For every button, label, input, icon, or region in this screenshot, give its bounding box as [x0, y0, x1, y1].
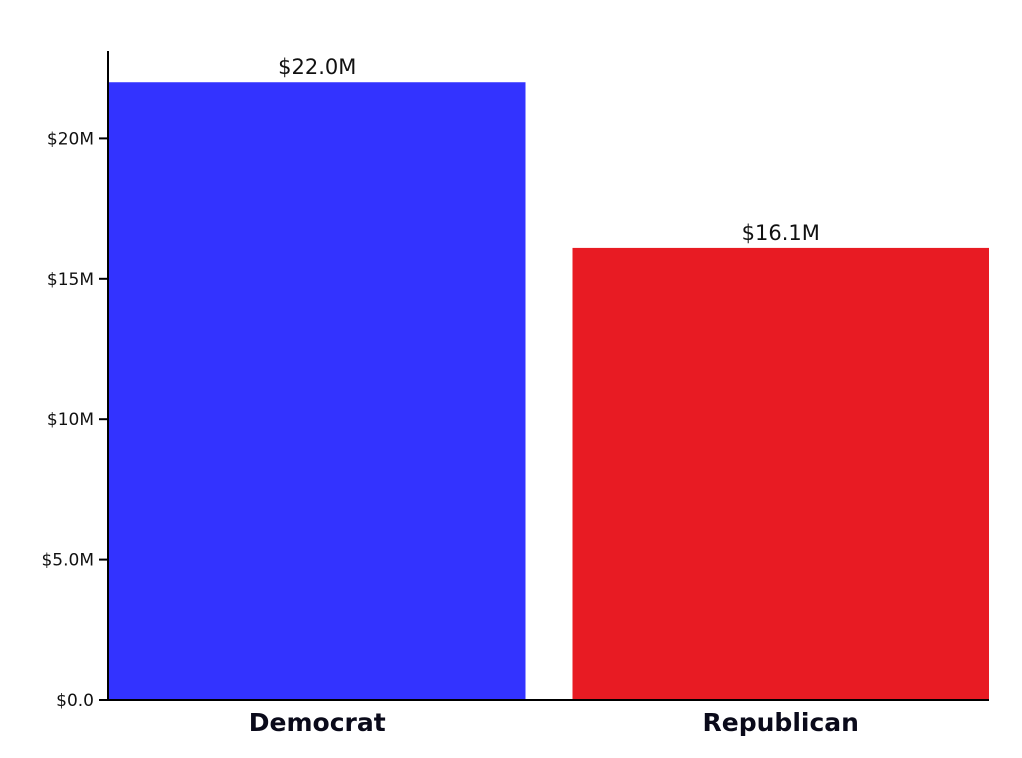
bar-republican — [572, 247, 989, 701]
data-label: $22.0M — [278, 55, 356, 79]
y-tick-label: $5.0M — [41, 551, 94, 571]
y-tick-label: $20M — [47, 129, 94, 149]
bar-democrat — [109, 82, 526, 701]
y-tick-label: $0.0 — [56, 691, 94, 711]
y-tick-label: $15M — [47, 270, 94, 290]
x-tick-label: Republican — [703, 708, 859, 737]
x-tick-label: Democrat — [249, 708, 386, 737]
y-tick-label: $10M — [47, 410, 94, 430]
data-label: $16.1M — [742, 221, 820, 245]
